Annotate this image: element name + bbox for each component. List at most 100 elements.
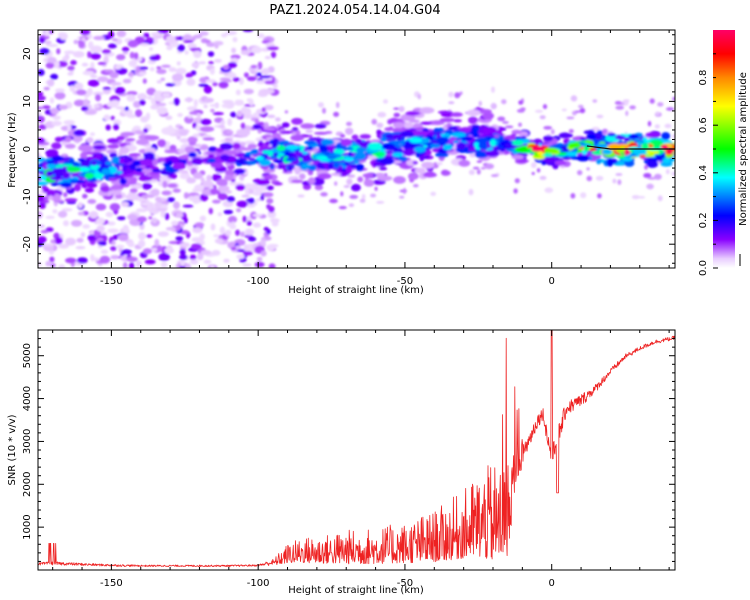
heatmap-cell	[46, 189, 56, 197]
heatmap-cell	[208, 146, 218, 152]
heatmap-cell	[583, 145, 590, 152]
heatmap-cell	[272, 132, 281, 140]
heatmap-cell	[137, 208, 145, 213]
heatmap-cell	[47, 43, 58, 48]
heatmap-cell	[614, 101, 622, 105]
heatmap-cell	[107, 228, 119, 234]
heatmap-cell	[579, 107, 586, 114]
heatmap-cell	[209, 265, 215, 268]
heatmap-cell	[349, 194, 359, 199]
heatmap-cell	[505, 142, 514, 149]
heatmap-cell	[403, 187, 407, 195]
heatmap-cell	[122, 224, 129, 233]
heatmap-cell	[52, 209, 58, 214]
heatmap-cell	[143, 32, 150, 38]
heatmap-cell	[219, 226, 226, 234]
heatmap-cell	[225, 30, 238, 36]
heatmap-cell	[64, 50, 76, 55]
heatmap-cell	[75, 246, 86, 250]
heatmap-cell	[246, 98, 253, 103]
heatmap-cell	[177, 148, 186, 154]
heatmap-cell	[78, 40, 85, 48]
heatmap-cell	[376, 122, 384, 128]
heatmap-cell	[420, 121, 433, 125]
heatmap-cell	[383, 99, 388, 104]
x-tick-label: -150	[100, 578, 123, 589]
heatmap-cell	[235, 229, 240, 236]
heatmap-cell	[392, 122, 405, 129]
heatmap-cell	[243, 244, 249, 252]
snr-xlabel: Height of straight line (km)	[288, 585, 424, 596]
heatmap-cell	[285, 157, 298, 162]
heatmap-cell	[380, 137, 387, 142]
heatmap-cell	[148, 47, 154, 51]
heatmap-cell	[70, 179, 77, 185]
heatmap-cell	[87, 234, 96, 242]
heatmap-cell	[602, 128, 608, 135]
heatmap-cell	[386, 146, 399, 151]
heatmap-cell	[127, 72, 135, 77]
heatmap-cell	[660, 161, 673, 167]
heatmap-cell	[597, 193, 602, 199]
heatmap-cell	[210, 162, 223, 169]
heatmap-cell	[245, 151, 256, 155]
heatmap-cell	[384, 127, 394, 132]
heatmap-cell	[257, 33, 265, 39]
heatmap-cell	[38, 137, 46, 144]
heatmap-cell	[95, 203, 107, 211]
heatmap-cell	[260, 239, 266, 247]
heatmap-cell	[661, 132, 671, 140]
heatmap-cell	[111, 99, 120, 107]
heatmap-cell	[38, 106, 45, 110]
heatmap-cell	[541, 153, 554, 157]
heatmap-cell	[151, 247, 158, 252]
heatmap-cell	[457, 142, 466, 150]
heatmap-cell	[631, 195, 640, 200]
heatmap-cell	[117, 216, 126, 221]
heatmap-cell	[65, 257, 77, 264]
heatmap-cell	[92, 144, 106, 150]
heatmap-cell	[236, 249, 247, 253]
heatmap-cell	[343, 185, 350, 188]
heatmap-cell	[497, 116, 506, 122]
heatmap-cell	[105, 161, 112, 166]
heatmap-cell	[422, 172, 437, 178]
heatmap-cell	[74, 83, 82, 89]
heatmap-cell	[46, 163, 57, 169]
heatmap-cell	[91, 160, 98, 166]
heatmap-cell	[148, 216, 153, 220]
heatmap-cell	[252, 191, 264, 196]
heatmap-cell	[362, 173, 374, 178]
heatmap-cell	[666, 107, 675, 111]
heatmap-cell	[93, 35, 105, 41]
heatmap-cell	[187, 136, 198, 144]
heatmap-cell	[671, 171, 675, 176]
heatmap-cell	[578, 104, 584, 109]
heatmap-cell	[156, 102, 167, 107]
chart-title: PAZ1.2024.054.14.04.G04	[269, 3, 440, 18]
heatmap-cell	[302, 184, 312, 190]
heatmap-cell	[275, 117, 281, 122]
heatmap-cell	[260, 250, 267, 257]
heatmap-cell	[73, 129, 85, 137]
heatmap-cell	[110, 255, 120, 260]
heatmap-cell	[127, 214, 138, 221]
heatmap-cell	[272, 138, 279, 144]
heatmap-cell	[90, 164, 100, 170]
heatmap-cell	[216, 178, 228, 186]
heatmap-cell	[126, 114, 137, 119]
x-tick-label: -100	[247, 578, 270, 589]
heatmap-cell	[419, 154, 425, 162]
heatmap-cell	[223, 209, 234, 215]
heatmap-cell	[156, 106, 168, 115]
heatmap-cell	[458, 159, 471, 167]
heatmap-cell	[90, 254, 95, 262]
heatmap-cell	[240, 49, 251, 56]
heatmap-cell	[162, 92, 171, 98]
heatmap-cell	[226, 196, 235, 203]
heatmap-cell	[348, 203, 355, 208]
heatmap-cell	[206, 174, 213, 182]
heatmap-cell	[66, 124, 72, 132]
heatmap-cell	[614, 135, 626, 140]
heatmap-cell	[84, 187, 95, 193]
